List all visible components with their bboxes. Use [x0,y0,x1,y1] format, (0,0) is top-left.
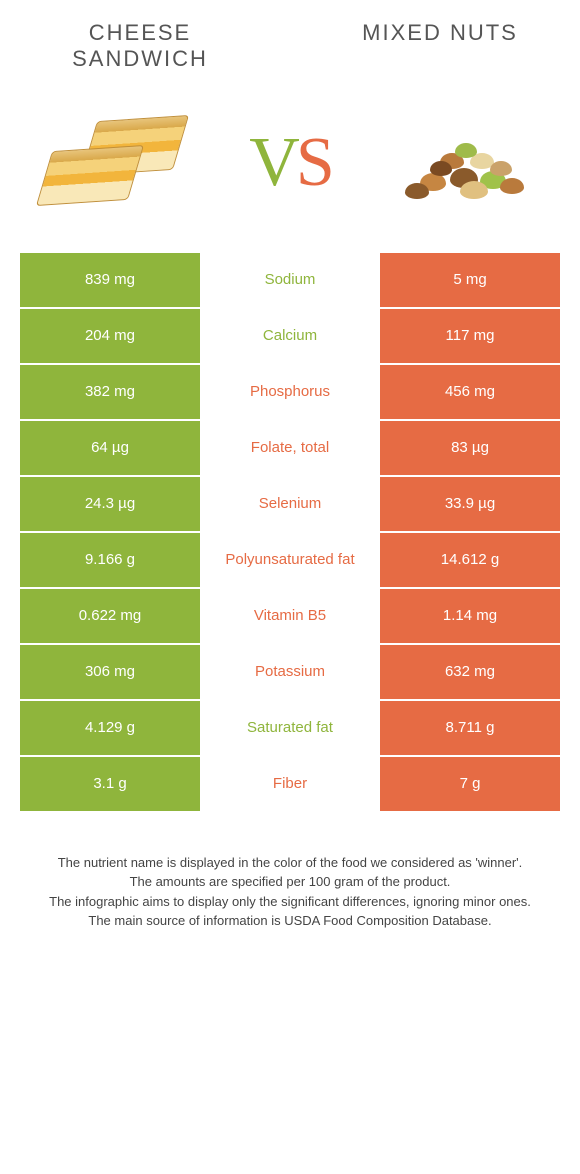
header: Cheese Sandwich Mixed Nuts [0,0,580,83]
table-row: 839 mgSodium5 mg [20,253,560,309]
right-value: 7 g [380,757,560,811]
left-food-image [30,103,200,223]
left-value: 24.3 µg [20,477,200,531]
right-food-title: Mixed Nuts [350,20,530,73]
nutrient-name: Sodium [200,253,380,307]
comparison-table: 839 mgSodium5 mg204 mgCalcium117 mg382 m… [20,253,560,813]
vs-s: S [296,124,331,201]
right-food-image [380,103,550,223]
vs-v: V [249,124,296,201]
nut [500,178,524,194]
right-value: 8.711 g [380,701,560,755]
sandwich-icon [35,118,195,208]
table-row: 0.622 mgVitamin B51.14 mg [20,589,560,645]
table-row: 382 mgPhosphorus456 mg [20,365,560,421]
right-value: 456 mg [380,365,560,419]
footnote-line: The amounts are specified per 100 gram o… [30,872,550,892]
nutrient-name: Polyunsaturated fat [200,533,380,587]
nut [460,181,488,199]
left-value: 3.1 g [20,757,200,811]
left-value: 4.129 g [20,701,200,755]
right-value: 33.9 µg [380,477,560,531]
nut [405,183,429,199]
left-value: 0.622 mg [20,589,200,643]
nut [430,161,452,176]
left-value: 839 mg [20,253,200,307]
footnote-line: The infographic aims to display only the… [30,892,550,912]
nutrient-name: Fiber [200,757,380,811]
nutrient-name: Phosphorus [200,365,380,419]
table-row: 306 mgPotassium632 mg [20,645,560,701]
nuts-icon [390,113,540,213]
left-value: 9.166 g [20,533,200,587]
footnotes: The nutrient name is displayed in the co… [0,813,580,951]
hero-row: VS [0,83,580,253]
footnote-line: The nutrient name is displayed in the co… [30,853,550,873]
nutrient-name: Saturated fat [200,701,380,755]
right-value: 5 mg [380,253,560,307]
table-row: 204 mgCalcium117 mg [20,309,560,365]
right-value: 14.612 g [380,533,560,587]
right-value: 117 mg [380,309,560,363]
nutrient-name: Vitamin B5 [200,589,380,643]
left-value: 204 mg [20,309,200,363]
table-row: 64 µgFolate, total83 µg [20,421,560,477]
table-row: 4.129 gSaturated fat8.711 g [20,701,560,757]
table-row: 9.166 gPolyunsaturated fat14.612 g [20,533,560,589]
nutrient-name: Calcium [200,309,380,363]
nutrient-name: Potassium [200,645,380,699]
left-value: 64 µg [20,421,200,475]
table-row: 24.3 µgSelenium33.9 µg [20,477,560,533]
nutrient-name: Selenium [200,477,380,531]
vs-label: VS [249,123,331,203]
nutrient-name: Folate, total [200,421,380,475]
nut [455,143,477,158]
right-value: 83 µg [380,421,560,475]
left-value: 382 mg [20,365,200,419]
left-food-title: Cheese Sandwich [50,20,230,73]
nut [490,161,512,176]
table-row: 3.1 gFiber7 g [20,757,560,813]
left-value: 306 mg [20,645,200,699]
right-value: 1.14 mg [380,589,560,643]
footnote-line: The main source of information is USDA F… [30,911,550,931]
right-value: 632 mg [380,645,560,699]
